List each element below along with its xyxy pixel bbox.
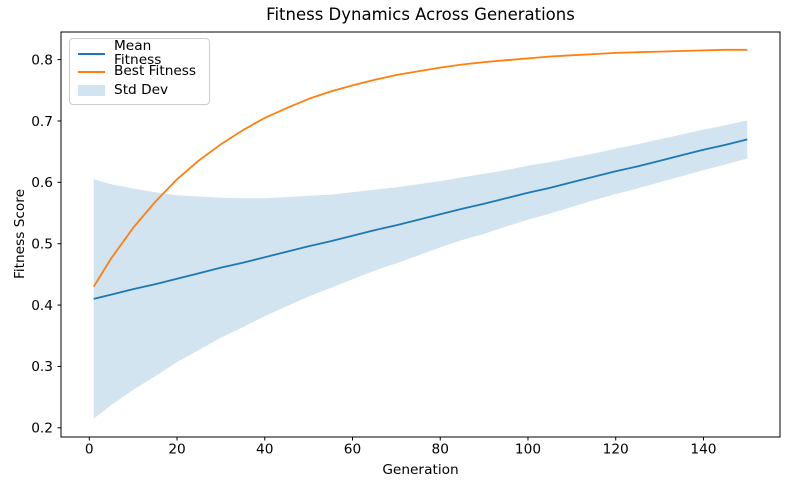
y-tick-label: 0.3	[31, 359, 53, 375]
legend-item-best-fitness: Best Fitness	[78, 63, 201, 82]
y-tick-label: 0.6	[31, 175, 53, 191]
line-swatch-icon	[78, 71, 105, 74]
x-axis-label: Generation	[382, 462, 459, 478]
legend-label: Mean Fitness	[114, 37, 162, 68]
y-axis-label: Fitness Score	[12, 188, 28, 280]
legend-item-mean-fitness: Mean Fitness	[78, 39, 201, 66]
legend-item-std-dev: Std Dev	[78, 82, 201, 101]
x-tick-label: 60	[344, 442, 361, 458]
axes-spines	[60, 31, 781, 438]
line-swatch-icon	[78, 52, 105, 55]
legend-label: Best Fitness	[114, 63, 197, 80]
x-tick-label: 40	[256, 442, 273, 458]
y-tick-label: 0.8	[31, 52, 53, 68]
y-tick-label: 0.7	[31, 114, 53, 130]
y-tick-label: 0.4	[31, 298, 53, 314]
legend: Mean Fitness Best Fitness Std Dev	[69, 38, 210, 105]
legend-label: Std Dev	[114, 81, 169, 98]
x-tick-label: 120	[603, 442, 629, 458]
x-tick-label: 100	[515, 442, 541, 458]
y-tick-label: 0.5	[31, 237, 53, 253]
mean-fitness-line	[93, 138, 748, 300]
chart-title: Fitness Dynamics Across Generations	[266, 5, 575, 24]
y-tick-label: 0.2	[31, 421, 53, 437]
x-tick-label: 0	[85, 442, 94, 458]
std-dev-band	[93, 120, 748, 419]
x-tick-label: 80	[432, 442, 449, 458]
x-tick-label: 20	[168, 442, 185, 458]
best-fitness-line	[92, 48, 748, 288]
x-tick-label: 140	[690, 442, 716, 458]
patch-swatch-icon	[78, 85, 105, 97]
